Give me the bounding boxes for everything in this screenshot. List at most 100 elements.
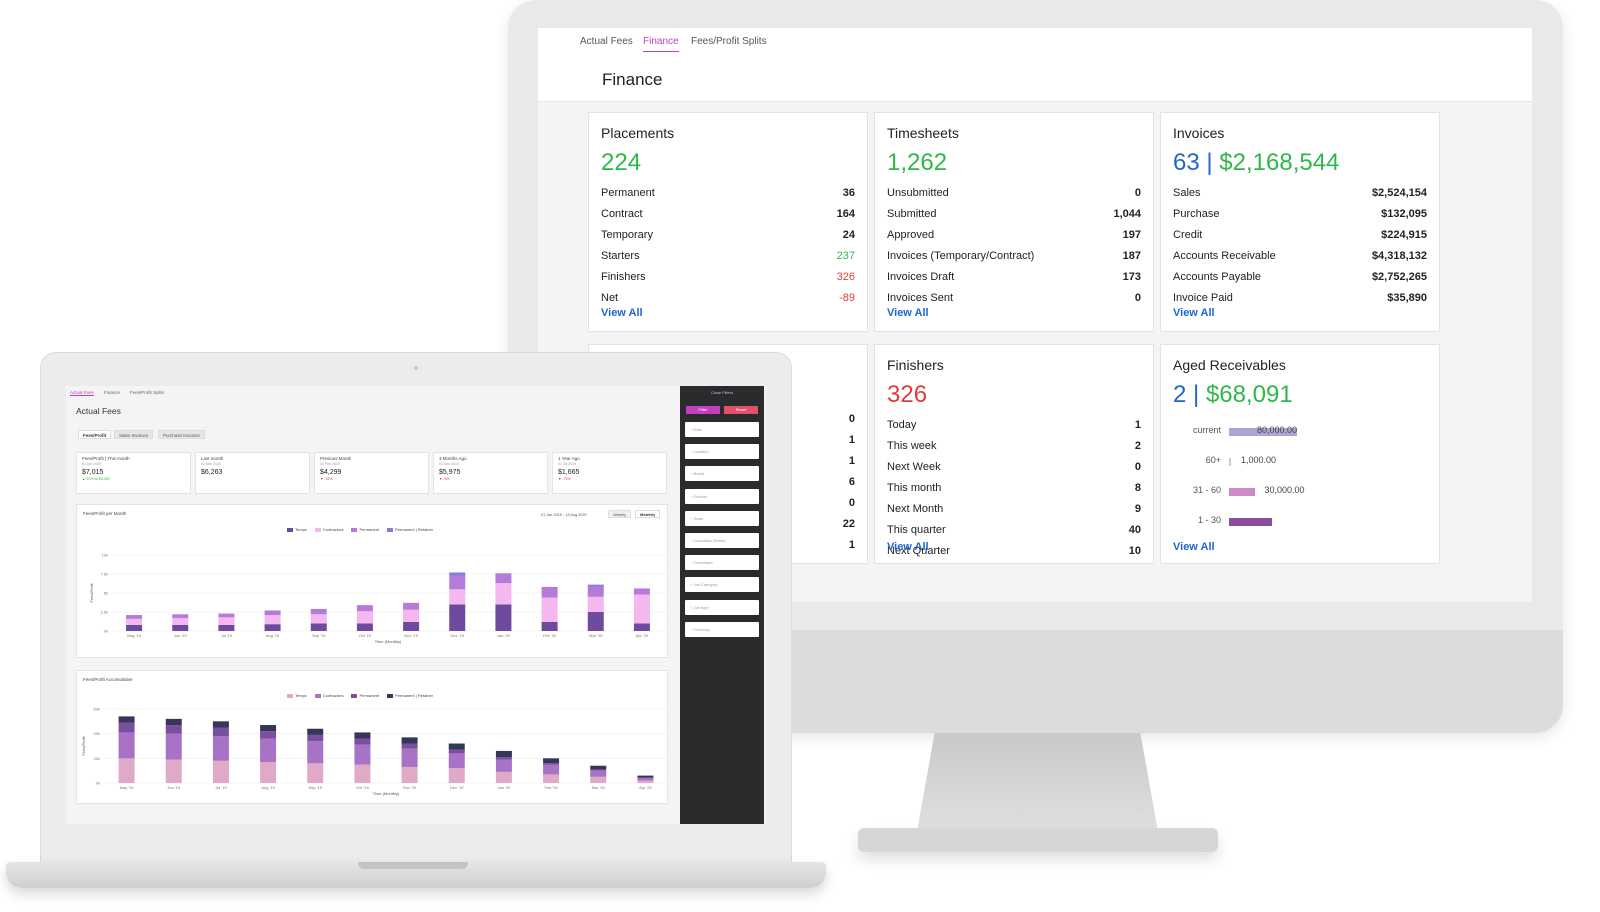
legend-item[interactable]: Permanent: [351, 527, 379, 532]
stat-row: Finishers 326: [601, 271, 855, 283]
x-tick-label: May '19: [127, 633, 142, 638]
legend-label: Permanent: [359, 693, 380, 698]
legend-item[interactable]: Temps: [287, 527, 307, 532]
finance-header: Actual Fees Finance Fees/Profit Splits F…: [538, 28, 1532, 102]
bar-segment: [307, 728, 324, 735]
aged-bucket-label: 1 - 30: [1197, 515, 1221, 525]
kpi-value: $7,015: [82, 469, 104, 476]
legend-item[interactable]: Permanent | Retainer: [387, 693, 433, 698]
y-tick-label: 0k: [96, 781, 100, 786]
legend-item[interactable]: Contractors: [314, 693, 343, 698]
filter-field[interactable]: › Consultant Status: [685, 533, 759, 548]
y-tick-label: 2.5k: [100, 610, 108, 615]
filter-field[interactable]: › Brand: [685, 466, 759, 482]
filter-button[interactable]: Filter: [686, 406, 720, 414]
view-all-link[interactable]: View All: [1173, 541, 1215, 553]
bar-segment: [310, 608, 327, 615]
y-tick-label: 40k: [94, 731, 100, 736]
aged-bucket-bar: [1229, 518, 1272, 526]
bar-segment: [354, 738, 371, 745]
aged-bucket-value: 30,000.00: [1264, 485, 1305, 495]
x-tick-label: Oct '19: [359, 633, 372, 638]
bar-segment: [264, 615, 281, 625]
filter-panel: Close Filters Filter Reset › Date › Locat…: [680, 386, 764, 824]
finishers-total: 326: [887, 381, 928, 408]
x-tick-label: Jan '20: [498, 785, 512, 790]
bar-segment: [118, 722, 135, 733]
bar-segment: [310, 614, 327, 624]
view-all-link[interactable]: View All: [1173, 307, 1215, 319]
weekly-toggle[interactable]: Weekly: [608, 510, 632, 518]
subtab-fees-profit[interactable]: Fees/Profit: [78, 430, 112, 439]
filter-field[interactable]: › Team: [685, 510, 759, 526]
x-tick-label: Nov '19: [403, 785, 417, 790]
bar-segment: [212, 760, 229, 783]
x-tick-label: Sep '19: [312, 633, 326, 638]
legend-item[interactable]: Temps: [287, 693, 307, 698]
filter-field[interactable]: › Division: [685, 488, 759, 504]
legend-item[interactable]: Permanent | Retainer: [387, 527, 433, 532]
legend-item[interactable]: Contractors: [314, 527, 344, 532]
legend-label: Temps: [295, 527, 307, 532]
close-filters-button[interactable]: Close Filters: [710, 390, 734, 395]
filter-field[interactable]: › Job type: [685, 599, 759, 615]
bar-segment: [356, 605, 373, 612]
bar-segment: [310, 623, 327, 631]
legend-label: Contractors: [322, 527, 344, 532]
subtab-sales-invoices[interactable]: Sales Invoices: [114, 430, 154, 439]
stat-row: Purchase $132,095: [1173, 208, 1427, 220]
kpi-delta: ▼ -31%: [320, 477, 333, 481]
bar-segment: [218, 624, 235, 631]
legend-item[interactable]: Permanent: [351, 693, 379, 698]
view-all-link[interactable]: View All: [601, 307, 643, 319]
bar-segment: [401, 748, 418, 767]
view-all-link[interactable]: View All: [887, 541, 929, 553]
x-tick-label: Feb '20: [543, 633, 557, 638]
y-tick-label: 10k: [102, 553, 108, 558]
view-all-link[interactable]: View All: [887, 307, 929, 319]
kpi-value: $1,665: [558, 469, 580, 476]
stat-row: This month 8: [887, 482, 1141, 494]
legend-label: Permanent | Retainer: [395, 527, 433, 532]
bar-segment: [403, 621, 420, 631]
bar-segment: [633, 594, 650, 624]
bar-segment: [448, 753, 465, 769]
filter-field[interactable]: › Date: [685, 422, 759, 437]
monthly-toggle[interactable]: Monthly: [635, 510, 661, 518]
stat-row: Contract 164: [601, 208, 855, 220]
tab-actual-fees[interactable]: Actual Fees: [580, 36, 633, 47]
tab-fees-profit-splits[interactable]: Fees/Profit Splits: [691, 36, 767, 47]
bar-segment: [260, 738, 277, 763]
laptop-screen: Actual Fees Finance Fees/Profit Splits A…: [66, 386, 766, 824]
tab-fees-profit-splits[interactable]: Fees/Profit Splits: [130, 390, 165, 395]
bar-segment: [449, 572, 466, 576]
bar-segment: [401, 743, 418, 749]
bar-segment: [260, 725, 277, 732]
timesheets-total: 1,262: [887, 149, 948, 176]
kpi-date: 01 Feb 2020: [320, 462, 340, 466]
date-range[interactable]: 01 Jan 2019 - 13 Aug 2020: [541, 513, 587, 517]
bar-segment: [307, 741, 324, 764]
tab-finance[interactable]: Finance: [643, 36, 679, 52]
stat-row: This week 2: [887, 440, 1141, 452]
fees-per-month-chart: 0k 2.5k 5k 7.5k 10k Fees/Profit May '19 Jun '19…: [89, 553, 665, 644]
bar-segment: [448, 749, 465, 754]
tab-actual-fees[interactable]: Actual Fees: [70, 390, 94, 396]
stat-row: Permanent 36: [601, 187, 855, 199]
tab-finance[interactable]: Finance: [104, 390, 121, 395]
filter-field[interactable]: › Job Category: [685, 577, 759, 593]
filter-field[interactable]: › Location: [685, 444, 759, 460]
filter-field[interactable]: › Consultant: [685, 555, 759, 571]
x-tick-label: Sep '19: [309, 785, 323, 790]
x-tick-label: May '19: [120, 785, 135, 790]
subtab-purchase-invoices[interactable]: Purchase Invoices: [158, 430, 205, 439]
stat-row: Approved 197: [887, 229, 1141, 241]
bar-segment: [587, 586, 604, 597]
filter-field[interactable]: › Currency: [685, 621, 759, 637]
monitor-screen: Actual Fees Finance Fees/Profit Splits F…: [538, 28, 1532, 602]
kpi-value: $5,975: [439, 469, 461, 476]
stat-row: Today 1: [887, 419, 1141, 431]
reset-button[interactable]: Reset: [724, 406, 758, 414]
y-tick-label: 0k: [104, 629, 108, 634]
bar-segment: [264, 624, 281, 631]
